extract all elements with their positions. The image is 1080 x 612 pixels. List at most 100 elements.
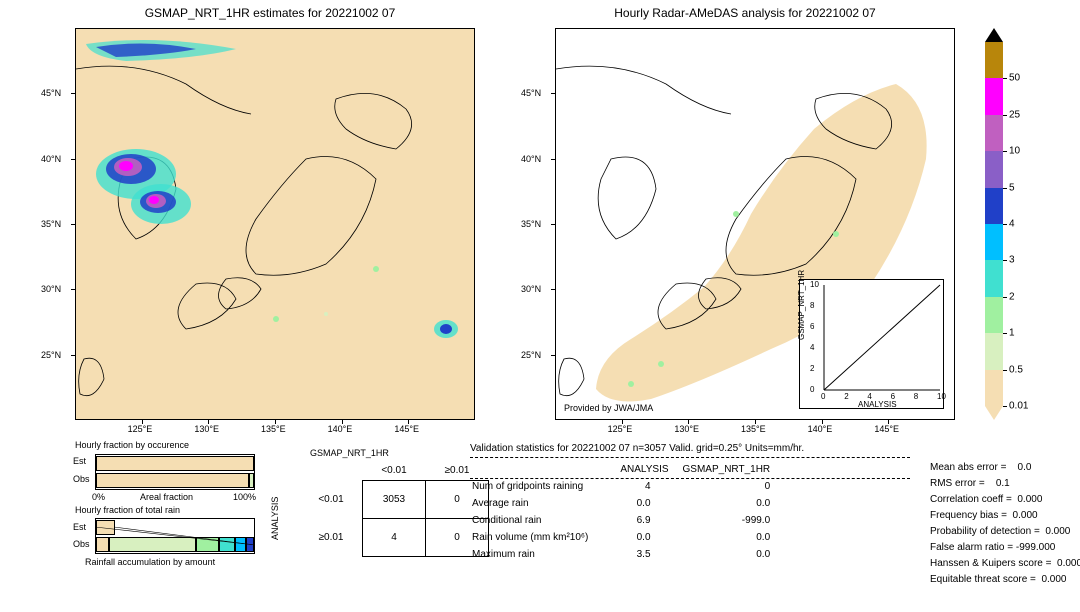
inset-x-tick: 2 [844,392,848,401]
ct-row-1: ≥0.01 [300,519,363,557]
inset-x-tick: 8 [914,392,918,401]
x-tick: 140°E [808,424,833,434]
left-map [75,28,475,420]
bar-segment [96,473,249,488]
vt-analysis: 6.9 [620,513,680,528]
colorbar-segment [985,370,1003,406]
inset-x-tick: 0 [821,392,825,401]
x-tick: 140°E [328,424,353,434]
ct-cell-00: 3053 [363,481,426,519]
right-map: 0246810 0246810 ANALYSIS GSMAP_NRT_1HR P… [555,28,955,420]
x1-label: Areal fraction [140,492,193,502]
x-tick: 135°E [741,424,766,434]
colorbar-tick: 50 [1009,73,1020,84]
vt-analysis: 0.0 [620,530,680,545]
y-tick: 30°N [521,284,541,294]
vt-analysis: 0.0 [620,496,680,511]
vt-label: Average rain [472,496,618,511]
x-tick: 130°E [194,424,219,434]
vt-h2: GSMAP_NRT_1HR [683,462,783,477]
y-tick: 40°N [41,154,61,164]
colorbar-segment [985,260,1003,296]
y-tick: 25°N [521,350,541,360]
inset-y-tick: 2 [810,364,814,373]
vt-label: Maximum rain [472,547,618,562]
colorbar-segment [985,224,1003,260]
vt-analysis: 4 [620,479,680,494]
colorbar-segment [985,297,1003,333]
x-tick: 125°E [128,424,153,434]
colorbar-segment [985,42,1003,78]
x-tick: 125°E [608,424,633,434]
row-label-est-1: Est [73,456,86,466]
vt-label: Num of gridpoints raining [472,479,618,494]
inset-x-label: ANALYSIS [858,400,897,409]
vt-gsmap: 0.0 [683,547,783,562]
vt-gsmap: -999.0 [683,513,783,528]
y-tick: 30°N [41,284,61,294]
x-tick: 135°E [261,424,286,434]
row-label-est-2: Est [73,522,86,532]
right-map-title: Hourly Radar-AMeDAS analysis for 2022100… [540,6,950,20]
x-tick: 145°E [874,424,899,434]
contingency-table: <0.01 ≥0.01 <0.01 3053 0 ≥0.01 4 0 [300,460,489,557]
colorbar-segment [985,115,1003,151]
y-tick: 45°N [521,88,541,98]
colorbar-tick: 4 [1009,219,1015,230]
vt-gsmap: 0 [683,479,783,494]
colorbar-segment [985,406,1003,420]
x-tick: 130°E [674,424,699,434]
inset-y-label: GSMAP_NRT_1HR [797,270,806,340]
vt-label: Conditional rain [472,513,618,528]
bar-segment [249,473,254,488]
vt-gsmap: 0.0 [683,496,783,511]
colorbar-tick: 1 [1009,328,1015,339]
scores-block: Mean abs error = 0.0 RMS error = 0.1 Cor… [930,460,1080,588]
colorbar-segment [985,151,1003,187]
colorbar-segment [985,188,1003,224]
row-label-obs-1: Obs [73,474,90,484]
provided-by-text: Provided by JWA/JMA [564,403,653,413]
y-tick: 35°N [521,219,541,229]
y-tick: 40°N [521,154,541,164]
ct-side-label: ANALYSIS [270,497,280,540]
ct-col-0: <0.01 [363,460,426,481]
accum-title: Rainfall accumulation by amount [85,557,215,567]
vt-h0 [472,462,618,477]
x2-label: 100% [233,492,256,502]
vt-analysis: 3.5 [620,547,680,562]
validation-table: ANALYSIS GSMAP_NRT_1HR Num of gridpoints… [470,460,784,564]
inset-y-tick: 8 [810,301,814,310]
bar-segment [96,456,254,471]
colorbar-segment [985,28,1003,42]
colorbar-segment [985,78,1003,114]
colorbar-tick: 25 [1009,109,1020,120]
y-tick: 45°N [41,88,61,98]
inset-x-tick: 10 [937,392,946,401]
vt-label: Rain volume (mm km²10⁶) [472,530,618,545]
y-tick: 35°N [41,219,61,229]
inset-y-tick: 10 [810,280,819,289]
inset-y-tick: 0 [810,385,814,394]
ct-top-label: GSMAP_NRT_1HR [310,448,389,458]
validation-header: Validation statistics for 20221002 07 n=… [470,443,804,454]
colorbar-tick: 0.5 [1009,364,1023,375]
colorbar-tick: 2 [1009,291,1015,302]
colorbar: 502510543210.50.01 [985,28,1045,420]
row-label-obs-2: Obs [73,539,90,549]
x0-label: 0% [92,492,105,502]
vt-gsmap: 0.0 [683,530,783,545]
colorbar-tick: 10 [1009,146,1020,157]
colorbar-segment [985,333,1003,369]
vt-h1: ANALYSIS [620,462,680,477]
total-title: Hourly fraction of total rain [75,505,180,515]
colorbar-tick: 5 [1009,182,1015,193]
colorbar-tick: 0.01 [1009,401,1028,412]
inset-y-tick: 4 [810,343,814,352]
ct-cell-10: 4 [363,519,426,557]
left-coastline [76,29,476,421]
x-tick: 145°E [394,424,419,434]
occurence-title: Hourly fraction by occurence [75,440,189,450]
y-tick: 25°N [41,350,61,360]
left-map-title: GSMAP_NRT_1HR estimates for 20221002 07 [65,6,475,20]
